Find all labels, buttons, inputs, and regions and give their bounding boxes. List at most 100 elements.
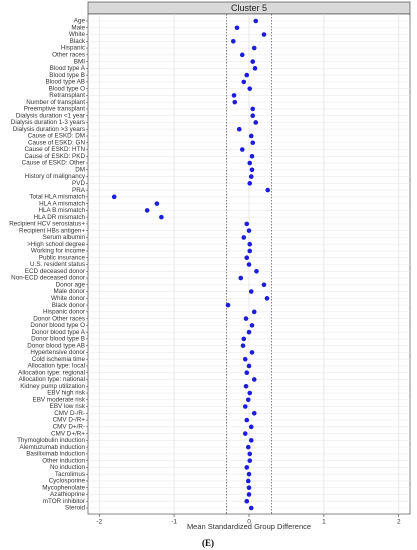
y-tick-label: CMV D-/R+	[53, 417, 86, 424]
y-tick-label: Male donor	[53, 288, 85, 295]
y-tick-label: Thymoglobulin induction	[17, 437, 85, 444]
dot	[240, 343, 246, 348]
dot	[246, 262, 252, 267]
y-tick-label: mTOR inhibitor	[43, 498, 85, 505]
dot	[265, 187, 271, 193]
y-tick-label: White	[69, 31, 86, 38]
y-tick-label: Other races	[52, 51, 85, 58]
y-tick-label: Hypertensive donor	[30, 349, 85, 356]
y-tick-label: Basiliximab induction	[26, 451, 85, 458]
y-tick-label: HLA B mismatch	[38, 207, 85, 214]
dot	[247, 458, 253, 463]
y-tick-label: CMV D+/R+	[51, 430, 85, 437]
y-tick-label: Total HLA mismatch	[29, 194, 85, 201]
y-tick-label: Black donor	[52, 302, 85, 309]
dot	[239, 147, 245, 152]
dot	[246, 471, 252, 477]
dot	[242, 431, 248, 436]
y-tick-label: Serum albumin	[43, 234, 86, 241]
dot	[244, 498, 250, 504]
dot	[236, 126, 242, 132]
y-tick-label: Donor blood type B	[31, 336, 85, 343]
dot	[253, 120, 259, 125]
caption: (E)	[202, 538, 214, 548]
y-tick-label: Allocation type: local	[28, 363, 85, 370]
dot	[247, 248, 253, 254]
y-tick-label: Age	[74, 18, 86, 25]
y-tick-label: White donor	[51, 295, 85, 302]
dot	[250, 59, 256, 64]
y-tick-label: Blood type A	[50, 65, 86, 72]
dot	[251, 411, 257, 416]
y-tick-label: ECD deceased donor	[25, 268, 85, 275]
y-tick-label: Dialysis duration >3 years	[13, 126, 85, 133]
y-tick-label: Cause of ESKD: Other	[22, 160, 85, 167]
dot	[249, 323, 255, 328]
dot	[251, 45, 257, 51]
y-tick-label: Retransplant	[49, 92, 85, 99]
y-tick-label: Hispanic donor	[43, 309, 85, 316]
y-tick-label: Allocation type: regional	[18, 369, 85, 376]
y-tick-label: DM	[75, 166, 85, 173]
dot	[254, 268, 259, 274]
y-tick-label: Cause of ESKD: HTN	[24, 146, 85, 153]
y-tick-label: Male	[71, 24, 85, 31]
chart-title: Cluster 5	[231, 3, 267, 13]
y-tick-label: CMV D-/R-	[54, 410, 85, 417]
y-tick-label: >High school degree	[27, 241, 85, 248]
y-tick-label: Public insurance	[39, 254, 86, 261]
dot	[248, 133, 254, 139]
y-tick-label: Recipient HBs antigen+	[19, 227, 85, 234]
dot	[243, 383, 249, 389]
dot	[244, 465, 250, 470]
dot	[245, 478, 251, 484]
y-tick-label: Tacrolimus	[55, 471, 85, 478]
y-tick-label: Cyclosporine	[49, 478, 86, 485]
y-tick-label: PVD	[72, 180, 85, 187]
y-tick-label: Hispanic	[61, 45, 85, 52]
dot	[250, 106, 256, 112]
y-tick-label: U.S. resident status	[30, 261, 85, 268]
dot	[232, 99, 238, 105]
dot	[244, 370, 250, 376]
dot	[241, 336, 247, 342]
y-tick-label: Steroid	[65, 505, 85, 512]
dot	[247, 241, 253, 247]
y-tick-label: EBV high risk	[47, 390, 86, 397]
dot	[246, 492, 252, 497]
y-tick-label: Cause of ESKD: GN	[28, 139, 85, 146]
y-tick-label: Cause of ESKD: PKD	[24, 153, 85, 160]
dot	[249, 350, 255, 355]
y-tick-label: PRA	[72, 187, 86, 194]
dot	[245, 444, 251, 450]
y-tick-label: HLA DR mismatch	[34, 214, 86, 221]
y-tick-label: Dialysis duration <1 year	[16, 112, 85, 119]
dot	[251, 377, 257, 382]
dot	[246, 485, 252, 491]
y-tick-label: Preemptive transplant	[24, 106, 86, 113]
dot	[250, 140, 256, 146]
dot	[247, 390, 253, 396]
dot	[144, 208, 150, 213]
y-tick-label: Cause of ESKD: DM	[28, 133, 85, 140]
y-tick-label: EBV low risk	[50, 403, 86, 410]
dot	[242, 356, 248, 362]
y-tick-label: Other induction	[42, 457, 85, 464]
dot	[249, 167, 255, 173]
y-tick-label: HLA A mismatch	[39, 200, 85, 207]
dot	[253, 18, 259, 24]
y-tick-label: Number of transplant	[26, 99, 85, 106]
y-tick-label: Azathioprine	[50, 491, 86, 498]
dot	[246, 329, 252, 335]
dot	[247, 451, 253, 457]
y-tick-label: Dialysis duration 1-3 years	[11, 119, 85, 126]
y-tick-label: History of malignancy	[25, 173, 86, 180]
dot	[247, 86, 253, 91]
x-tick-label: 0	[247, 519, 251, 526]
y-tick-label: Donor blood type A	[31, 329, 85, 336]
dot	[239, 52, 245, 58]
dot	[248, 174, 254, 179]
dot	[248, 438, 254, 443]
y-tick-label: Donor Other races	[33, 315, 85, 322]
